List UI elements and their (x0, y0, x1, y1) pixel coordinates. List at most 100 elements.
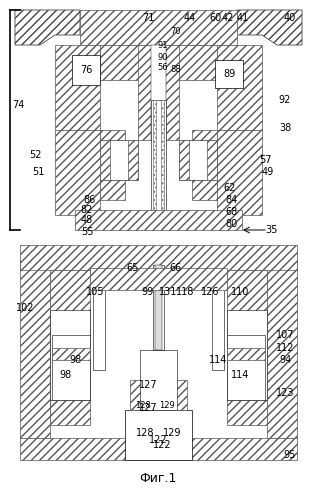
Bar (155, 265, 162, 350)
Text: 56: 56 (157, 64, 168, 72)
Text: 88: 88 (171, 66, 181, 74)
Bar (138, 45, 179, 140)
Text: 122: 122 (153, 440, 171, 450)
Text: 129: 129 (159, 400, 175, 409)
Bar (151, 100, 166, 215)
Text: 92: 92 (279, 95, 291, 105)
Bar (140, 350, 177, 410)
Bar (153, 265, 164, 350)
Bar (50, 270, 90, 425)
Bar (130, 380, 187, 410)
Text: 98: 98 (59, 370, 71, 380)
Bar (20, 260, 50, 438)
Bar (128, 140, 138, 180)
Text: 80: 80 (226, 219, 238, 229)
Bar (192, 130, 217, 200)
Text: 129: 129 (163, 428, 181, 438)
Text: 84: 84 (226, 195, 238, 205)
Bar (80, 10, 237, 45)
Bar (100, 45, 217, 80)
Text: 38: 38 (279, 123, 291, 133)
Bar (212, 270, 224, 370)
Text: 110: 110 (231, 287, 249, 297)
Text: 48: 48 (81, 215, 93, 225)
Text: 44: 44 (184, 13, 196, 23)
Text: 127: 127 (139, 380, 157, 390)
Text: 74: 74 (12, 100, 24, 110)
Text: 62: 62 (224, 183, 236, 193)
Text: 95: 95 (284, 450, 296, 460)
Text: 86: 86 (84, 195, 96, 205)
Text: 68: 68 (226, 207, 238, 217)
Bar (20, 438, 297, 460)
Text: 65: 65 (127, 263, 139, 273)
Text: 71: 71 (142, 13, 154, 23)
Bar (50, 310, 90, 400)
Bar (227, 348, 265, 360)
Bar (72, 55, 100, 85)
Bar (179, 140, 217, 180)
Text: 60: 60 (209, 13, 221, 23)
Text: 91: 91 (157, 42, 167, 50)
Text: 107: 107 (276, 330, 294, 340)
Bar (151, 45, 166, 140)
Text: 52: 52 (29, 150, 41, 160)
Bar (100, 130, 125, 200)
Bar (55, 130, 100, 215)
Text: 70: 70 (171, 28, 181, 36)
Text: 105: 105 (86, 287, 104, 297)
Bar (217, 45, 262, 130)
Bar (207, 140, 217, 180)
Text: 55: 55 (81, 227, 93, 237)
Bar (52, 348, 90, 360)
Text: 114: 114 (209, 355, 227, 365)
Text: 89: 89 (223, 69, 235, 79)
Text: 102: 102 (16, 303, 34, 313)
Bar (215, 60, 243, 88)
Text: 98: 98 (69, 355, 81, 365)
Text: 131: 131 (159, 287, 177, 297)
Text: Фиг.1: Фиг.1 (139, 472, 177, 484)
Text: 122: 122 (149, 435, 167, 445)
Text: 42: 42 (222, 13, 234, 23)
Bar (100, 140, 110, 180)
Text: 118: 118 (176, 287, 194, 297)
Bar (55, 45, 100, 130)
Text: 40: 40 (284, 13, 296, 23)
Bar (153, 100, 156, 215)
Bar (75, 210, 242, 230)
Bar (100, 140, 138, 180)
Bar (161, 100, 164, 215)
Text: 128: 128 (135, 400, 151, 409)
Text: 41: 41 (237, 13, 249, 23)
Bar (179, 140, 189, 180)
Bar (227, 310, 267, 400)
Text: 123: 123 (276, 388, 294, 398)
Text: 126: 126 (201, 287, 219, 297)
Text: 66: 66 (169, 263, 181, 273)
Text: 99: 99 (142, 287, 154, 297)
Bar (267, 260, 297, 438)
Text: 90: 90 (157, 52, 167, 62)
Text: 49: 49 (262, 167, 274, 177)
Bar (227, 335, 265, 400)
Text: 112: 112 (276, 343, 294, 353)
Text: 76: 76 (80, 65, 92, 75)
Text: 114: 114 (231, 370, 249, 380)
Text: 51: 51 (32, 167, 44, 177)
Text: 82: 82 (81, 205, 93, 215)
Text: 35: 35 (266, 225, 278, 235)
Text: 94: 94 (279, 355, 291, 365)
Bar (217, 130, 262, 215)
Bar (227, 270, 267, 425)
Bar (20, 245, 297, 270)
Polygon shape (15, 10, 80, 45)
Text: 57: 57 (259, 155, 271, 165)
Polygon shape (237, 10, 302, 45)
Text: 127: 127 (139, 403, 157, 413)
Bar (52, 335, 90, 400)
Bar (90, 268, 227, 290)
Bar (93, 270, 105, 370)
Text: 128: 128 (136, 428, 154, 438)
Bar (125, 410, 192, 460)
